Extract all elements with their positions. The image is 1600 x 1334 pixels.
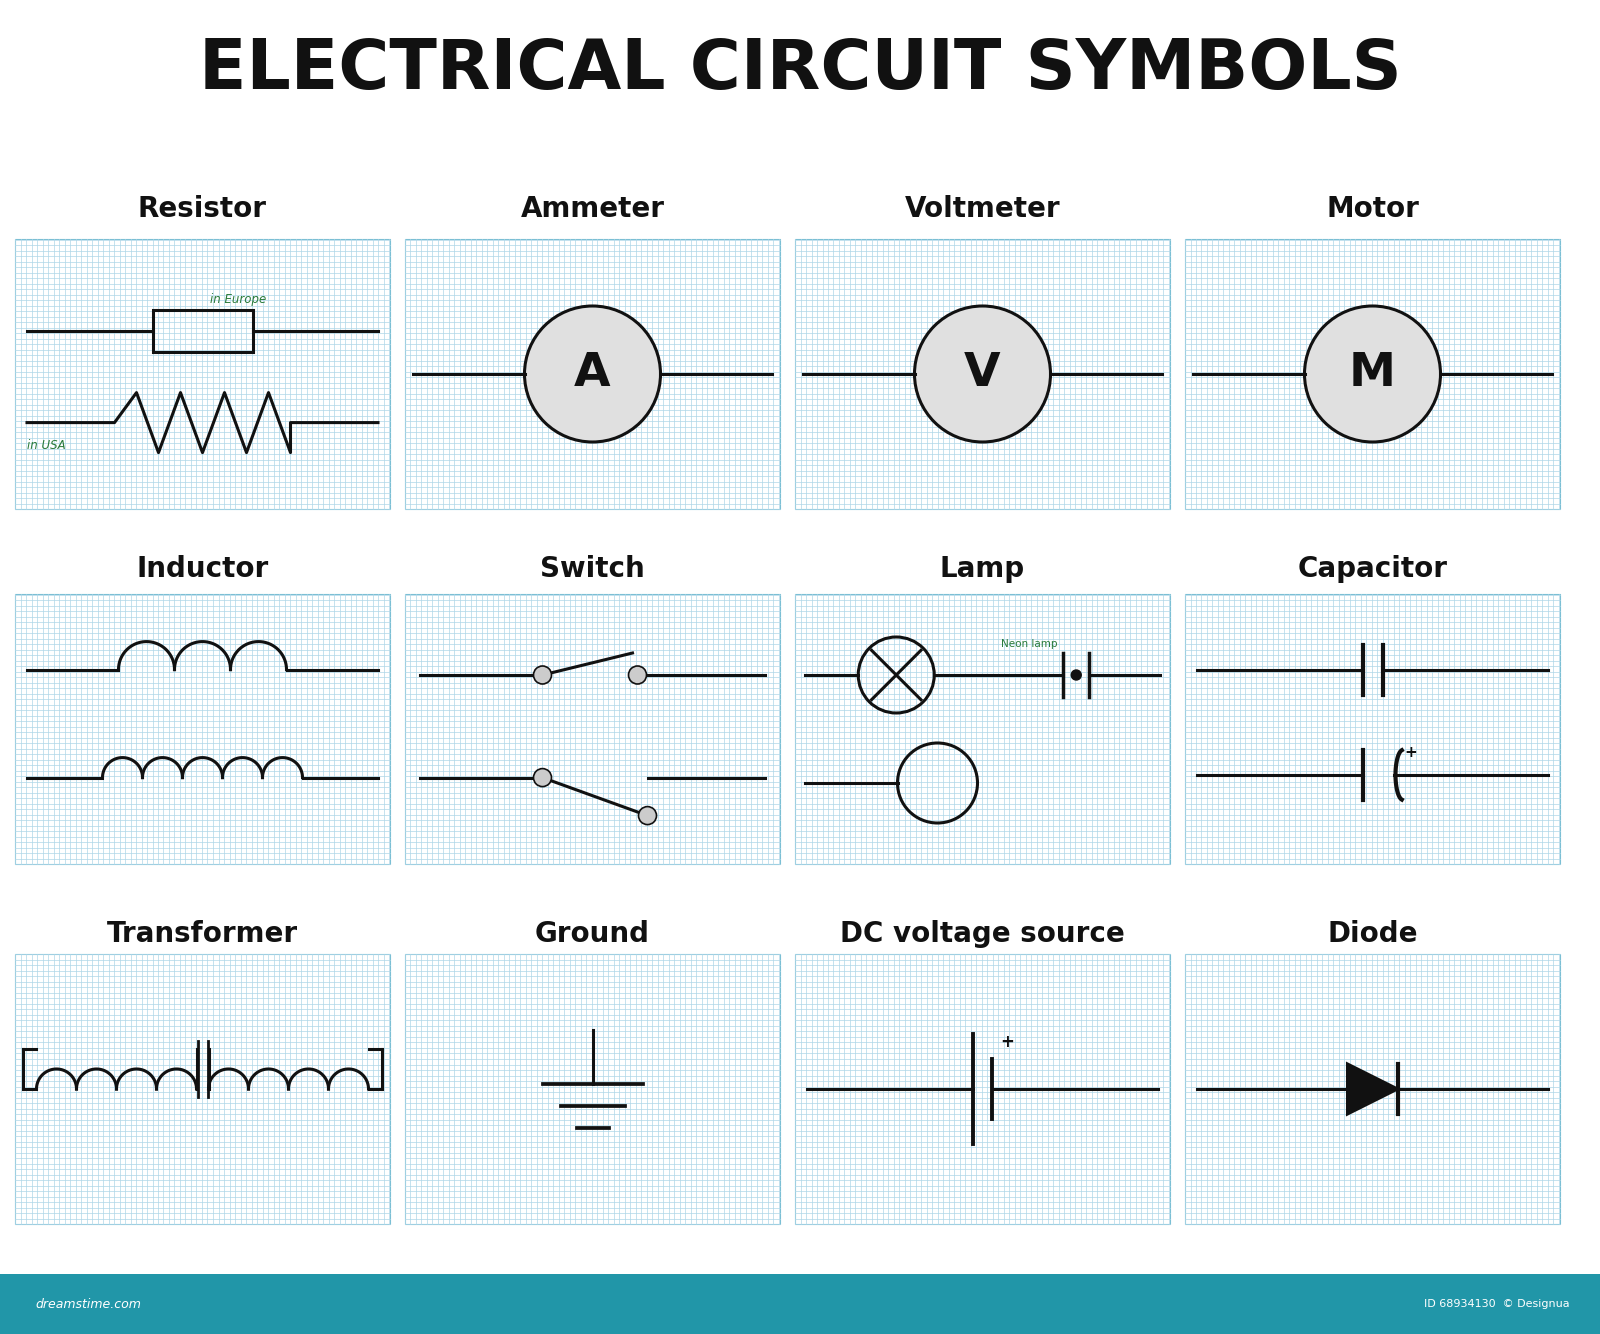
Text: ELECTRICAL CIRCUIT SYMBOLS: ELECTRICAL CIRCUIT SYMBOLS [198,36,1402,103]
Text: Capacitor: Capacitor [1298,555,1448,583]
Text: +: + [1000,1033,1014,1051]
Bar [14,954,390,1225]
Bar [14,239,390,510]
Circle shape [533,666,552,684]
Text: DC voltage source: DC voltage source [840,920,1125,948]
Circle shape [1072,670,1082,680]
Text: Transformer: Transformer [107,920,298,948]
Polygon shape [1347,1065,1397,1114]
Text: +: + [1405,744,1418,760]
Text: Motor: Motor [1326,195,1419,223]
Text: Inductor: Inductor [136,555,269,583]
Text: Lamp: Lamp [939,555,1026,583]
Circle shape [1304,305,1440,442]
Bar [1186,954,1560,1225]
Circle shape [638,807,656,824]
Text: M: M [1349,351,1395,396]
Text: in USA: in USA [27,439,66,452]
Circle shape [525,305,661,442]
Text: Resistor: Resistor [138,195,267,223]
Bar [405,239,781,510]
Bar [795,239,1170,510]
Circle shape [533,768,552,787]
Bar [1186,239,1560,510]
Bar [152,309,253,352]
Text: Diode: Diode [1328,920,1418,948]
Bar [795,954,1170,1225]
Bar [795,594,1170,864]
Text: V: V [965,351,1002,396]
Text: in Europe: in Europe [211,292,267,305]
Bar [405,954,781,1225]
Text: Ground: Ground [534,920,650,948]
Bar [14,594,390,864]
Bar [405,594,781,864]
Text: Switch: Switch [541,555,645,583]
Circle shape [915,305,1051,442]
Text: Voltmeter: Voltmeter [904,195,1061,223]
Text: A: A [574,351,611,396]
Bar [1186,594,1560,864]
Text: Ammeter: Ammeter [520,195,664,223]
Text: ID 68934130  © Designua: ID 68934130 © Designua [1424,1299,1570,1309]
Bar [0,1274,1600,1334]
Text: dreamstime.com: dreamstime.com [35,1298,141,1310]
Circle shape [629,666,646,684]
Text: Neon lamp: Neon lamp [1002,639,1058,650]
